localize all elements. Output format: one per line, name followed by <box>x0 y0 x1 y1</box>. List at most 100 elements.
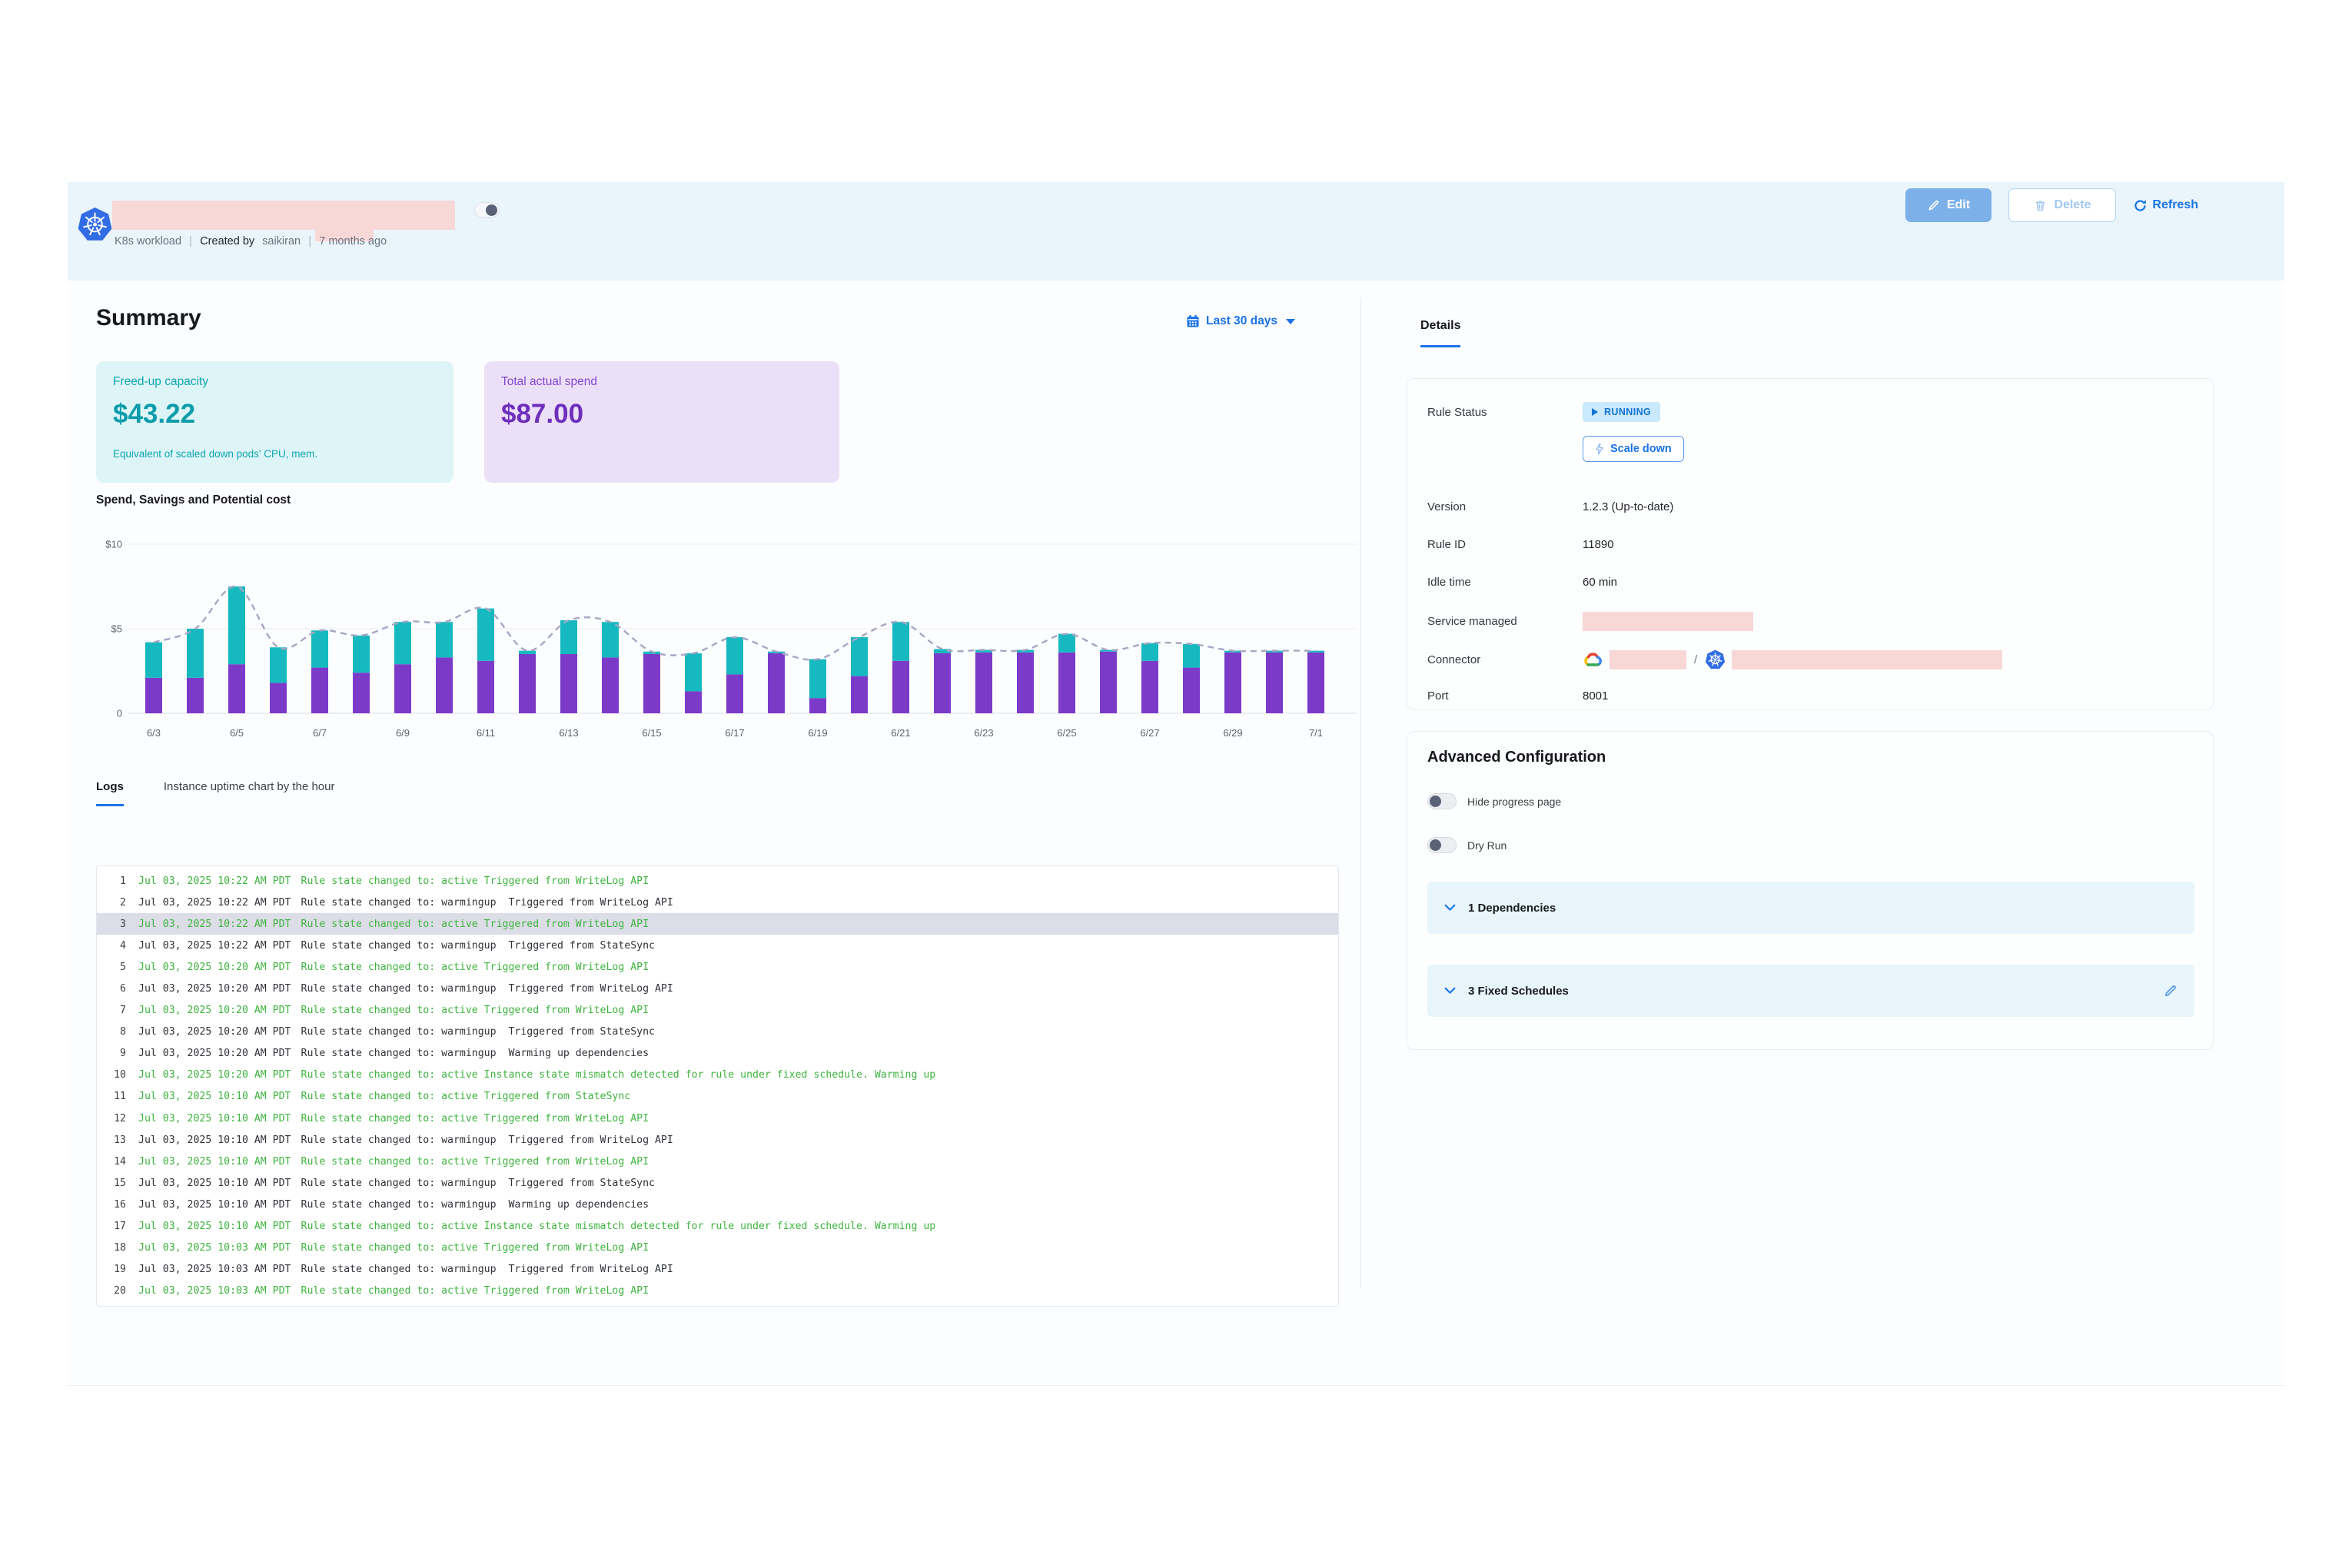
advanced-configuration-card: Advanced Configuration Hide progress pag… <box>1407 731 2214 1050</box>
scale-down-button[interactable]: Scale down <box>1583 436 1684 462</box>
connector-row: Connector / <box>1427 649 2188 670</box>
log-row[interactable]: 1 Jul 03, 2025 10:22 AM PDT Rule state cha… <box>97 870 1338 892</box>
svg-text:7/1: 7/1 <box>1309 727 1323 739</box>
date-range-selector[interactable]: Last 30 days <box>1186 314 1296 328</box>
dry-run-toggle[interactable] <box>1427 837 1457 853</box>
log-line-number: 7 <box>120 1005 126 1017</box>
created-by-label: Created by <box>200 235 255 247</box>
subtitle-divider: | <box>308 234 312 247</box>
redacted-workload-title <box>112 201 455 230</box>
svg-text:6/29: 6/29 <box>1223 727 1242 739</box>
log-row[interactable]: 14 Jul 03, 2025 10:10 AM PDT Rule state ch… <box>97 1151 1338 1172</box>
log-timestamp: Jul 03, 2025 10:03 AM PDT <box>138 1242 291 1254</box>
svg-text:6/27: 6/27 <box>1140 727 1159 739</box>
log-line-number: 14 <box>114 1155 126 1168</box>
log-line-number: 4 <box>120 939 126 952</box>
svg-text:6/25: 6/25 <box>1057 727 1076 739</box>
workload-enable-toggle[interactable] <box>474 202 500 218</box>
dry-run-label: Dry Run <box>1467 839 1507 852</box>
scale-down-label: Scale down <box>1610 443 1672 455</box>
toggle-knob <box>486 204 497 216</box>
log-message: Rule state changed to: warmingup Warming… <box>301 1048 649 1060</box>
refresh-button-label: Refresh <box>2152 198 2198 211</box>
header-actions: Edit Delete <box>1905 188 2198 222</box>
svg-text:6/17: 6/17 <box>725 727 744 739</box>
svg-text:6/23: 6/23 <box>974 727 993 739</box>
svg-text:6/7: 6/7 <box>313 727 327 739</box>
toggle-knob <box>1430 839 1441 851</box>
advanced-configuration-heading: Advanced Configuration <box>1427 749 1606 766</box>
log-message: Rule state changed to: active Triggered … <box>301 1091 631 1103</box>
log-row[interactable]: 8 Jul 03, 2025 10:20 AM PDT Rule state cha… <box>97 1022 1338 1043</box>
log-row[interactable]: 16 Jul 03, 2025 10:10 AM PDT Rule state ch… <box>97 1194 1338 1215</box>
redacted-connector-cluster <box>1732 650 2003 669</box>
workload-age: 7 months ago <box>319 235 387 247</box>
svg-text:6/13: 6/13 <box>559 727 578 739</box>
tab-details[interactable]: Details <box>1420 319 1461 347</box>
log-row[interactable]: 15 Jul 03, 2025 10:10 AM PDT Rule state ch… <box>97 1172 1338 1194</box>
refresh-button[interactable]: Refresh <box>2133 198 2198 213</box>
svg-text:6/5: 6/5 <box>230 727 244 739</box>
log-row[interactable]: 9 Jul 03, 2025 10:20 AM PDT Rule state cha… <box>97 1043 1338 1065</box>
log-row[interactable]: 17 Jul 03, 2025 10:10 AM PDT Rule state ch… <box>97 1216 1338 1237</box>
log-timestamp: Jul 03, 2025 10:10 AM PDT <box>138 1177 291 1189</box>
calendar-icon <box>1187 314 1199 327</box>
log-row[interactable]: 10 Jul 03, 2025 10:20 AM PDT Rule state ch… <box>97 1065 1338 1086</box>
delete-button[interactable]: Delete <box>2008 188 2117 222</box>
chevron-down-icon <box>1286 318 1296 324</box>
tab-logs[interactable]: Logs <box>96 780 124 806</box>
version-row: Version 1.2.3 (Up-to-date) <box>1427 500 2188 513</box>
log-row[interactable]: 20 Jul 03, 2025 10:03 AM PDT Rule state ch… <box>97 1281 1338 1302</box>
version-value: 1.2.3 (Up-to-date) <box>1583 500 1674 513</box>
idle-time-value: 60 min <box>1583 576 1618 589</box>
log-message: Rule state changed to: active Instance s… <box>301 1069 936 1081</box>
dependencies-section[interactable]: 1 Dependencies <box>1427 882 2194 934</box>
dependencies-label: 1 Dependencies <box>1468 901 1556 915</box>
log-row[interactable]: 13 Jul 03, 2025 10:10 AM PDT Rule state ch… <box>97 1129 1338 1151</box>
log-row[interactable]: 7 Jul 03, 2025 10:20 AM PDT Rule state cha… <box>97 1000 1338 1022</box>
tab-uptime-chart[interactable]: Instance uptime chart by the hour <box>163 780 335 793</box>
workload-subtitle: K8s workload | Created by saikiran | 7 m… <box>115 234 387 248</box>
log-row[interactable]: 4 Jul 03, 2025 10:22 AM PDT Rule state cha… <box>97 935 1338 956</box>
log-row[interactable]: 18 Jul 03, 2025 10:03 AM PDT Rule state ch… <box>97 1237 1338 1259</box>
log-row[interactable]: 3 Jul 03, 2025 10:22 AM PDT Rule state cha… <box>97 913 1338 935</box>
edit-schedules-icon[interactable] <box>2164 984 2178 998</box>
redacted-connector-project <box>1610 650 1686 669</box>
log-line-number: 6 <box>120 983 126 995</box>
log-row[interactable]: 12 Jul 03, 2025 10:10 AM PDT Rule state ch… <box>97 1108 1338 1129</box>
svg-text:0: 0 <box>117 708 122 719</box>
delete-button-label: Delete <box>2054 198 2091 211</box>
log-message: Rule state changed to: active Triggered … <box>301 961 649 973</box>
workload-type-label: K8s workload <box>115 235 182 247</box>
log-timestamp: Jul 03, 2025 10:20 AM PDT <box>138 1026 291 1038</box>
details-card: Rule Status RUNNING Scale down Version 1… <box>1407 378 2214 710</box>
kubernetes-icon-small <box>1706 649 1726 669</box>
log-message: Rule state changed to: active Triggered … <box>301 1242 649 1254</box>
log-list[interactable]: 1 Jul 03, 2025 10:22 AM PDT Rule state cha… <box>96 865 1339 1307</box>
play-icon <box>1592 408 1598 416</box>
log-row[interactable]: 11 Jul 03, 2025 10:10 AM PDT Rule state ch… <box>97 1086 1338 1108</box>
rule-id-row: Rule ID 11890 <box>1427 538 2188 551</box>
edit-button[interactable]: Edit <box>1905 188 1992 222</box>
log-message: Rule state changed to: active Triggered … <box>301 875 649 887</box>
status-badge: RUNNING <box>1583 402 1661 422</box>
connector-label: Connector <box>1427 653 1481 666</box>
log-row[interactable]: 19 Jul 03, 2025 10:03 AM PDT Rule state ch… <box>97 1259 1338 1281</box>
log-timestamp: Jul 03, 2025 10:10 AM PDT <box>138 1221 291 1233</box>
rule-id-label: Rule ID <box>1427 538 1467 551</box>
log-line-number: 18 <box>114 1242 126 1254</box>
log-row[interactable]: 2 Jul 03, 2025 10:22 AM PDT Rule state cha… <box>97 892 1338 913</box>
log-message: Rule state changed to: warmingup Trigger… <box>301 939 656 952</box>
rule-id-value: 11890 <box>1583 538 1614 551</box>
scale-down-row: Scale down <box>1427 436 2188 462</box>
version-label: Version <box>1427 500 1467 513</box>
log-message: Rule state changed to: warmingup Trigger… <box>301 983 673 995</box>
log-timestamp: Jul 03, 2025 10:10 AM PDT <box>138 1112 291 1125</box>
status-badge-label: RUNNING <box>1604 407 1652 417</box>
fixed-schedules-section[interactable]: 3 Fixed Schedules <box>1427 965 2194 1017</box>
log-row[interactable]: 5 Jul 03, 2025 10:20 AM PDT Rule state cha… <box>97 956 1338 978</box>
hide-progress-toggle-row: Hide progress page <box>1427 793 1561 809</box>
log-row[interactable]: 6 Jul 03, 2025 10:20 AM PDT Rule state cha… <box>97 978 1338 999</box>
hide-progress-toggle[interactable] <box>1427 793 1457 809</box>
